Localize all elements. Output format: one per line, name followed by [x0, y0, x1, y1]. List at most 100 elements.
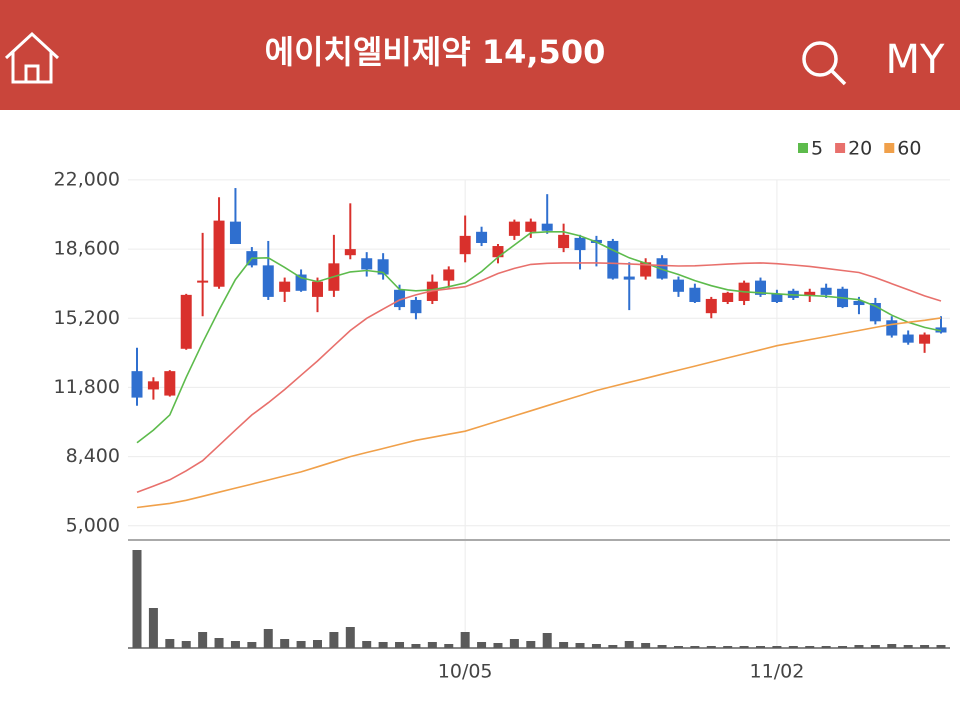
volume-bar: [723, 646, 733, 648]
candle-body: [229, 221, 241, 245]
candle-body: [361, 258, 373, 270]
volume-bar: [444, 644, 454, 648]
candle-body: [279, 281, 291, 292]
y-tick-label: 8,400: [66, 445, 120, 467]
volume-bar: [641, 643, 651, 648]
my-button[interactable]: MY: [886, 37, 946, 83]
candle-body: [656, 258, 668, 279]
volume-bar: [526, 641, 536, 648]
candle-body: [476, 231, 488, 243]
candle-body: [344, 249, 356, 256]
volume-bar: [477, 642, 487, 648]
candle-body: [574, 237, 586, 251]
volume-bar: [263, 629, 273, 648]
y-tick-label: 22,000: [54, 168, 120, 190]
moving-average-line: [136, 262, 942, 493]
volume-bar: [493, 643, 503, 648]
candle-body: [311, 281, 323, 297]
volume-bar: [756, 646, 766, 648]
candle-body: [262, 265, 274, 297]
candle-body: [672, 279, 684, 292]
legend-label: 5: [811, 138, 823, 160]
volume-bar: [690, 646, 700, 648]
candle-body: [525, 221, 537, 232]
volume-bar: [887, 644, 897, 648]
moving-average-line: [136, 317, 942, 509]
candle-body: [197, 280, 209, 283]
candle-body: [459, 235, 471, 255]
candle-body: [295, 274, 307, 291]
y-tick-label: 15,200: [54, 307, 120, 329]
volume-bar: [608, 645, 618, 648]
candle-body: [919, 334, 931, 344]
x-tick-label: 10/05: [438, 661, 493, 683]
legend-swatch: [835, 143, 846, 153]
volume-bar: [280, 639, 290, 648]
candle-body: [771, 293, 783, 302]
volume-bar: [411, 644, 421, 648]
volume-bar: [821, 646, 831, 648]
volume-bar: [624, 641, 634, 648]
legend-label: 20: [848, 138, 872, 160]
volume-bar: [706, 646, 716, 648]
candle-body: [492, 246, 504, 258]
candle-body: [640, 262, 652, 277]
candle-body: [147, 381, 159, 390]
volume-bar: [329, 632, 339, 648]
volume-bar: [854, 645, 864, 648]
volume-bar: [673, 646, 683, 648]
legend-label: 60: [897, 138, 921, 160]
header-bar: [0, 0, 960, 110]
search-icon: [802, 41, 838, 77]
moving-average-line: [136, 231, 942, 444]
volume-bar: [575, 643, 585, 648]
candle-body: [508, 221, 520, 236]
volume-bar: [936, 645, 946, 648]
volume-bar: [181, 641, 191, 648]
candle-body: [902, 334, 914, 343]
x-tick-label: 11/02: [750, 661, 805, 683]
volume-bar: [903, 645, 913, 648]
candle-body: [131, 371, 143, 398]
header-title: 에이치엘비제약 14,500: [265, 33, 606, 71]
candle-body: [558, 234, 570, 249]
candle-body: [886, 320, 898, 336]
volume-bar: [559, 642, 569, 648]
volume-bar: [788, 646, 798, 648]
y-tick-label: 11,800: [54, 376, 120, 398]
volume-bar: [542, 633, 552, 648]
candle-body: [180, 294, 192, 349]
candle-body: [853, 300, 865, 306]
candle-body: [443, 269, 455, 281]
volume-bar: [148, 608, 158, 648]
candle-body: [410, 299, 422, 314]
candle-body: [935, 327, 947, 333]
candle-body: [755, 280, 767, 295]
home-button[interactable]: [4, 31, 60, 84]
volume-bar: [591, 644, 601, 648]
volume-bar: [198, 632, 208, 648]
candle-body: [705, 298, 717, 314]
search-button[interactable]: [802, 41, 847, 86]
volume-bar: [838, 646, 848, 648]
volume-bar: [805, 646, 815, 648]
volume-bar: [739, 646, 749, 648]
volume-bar: [362, 641, 372, 648]
volume-bar: [230, 641, 240, 648]
volume-bar: [165, 639, 175, 648]
candle-body: [377, 259, 389, 275]
volume-bar: [427, 642, 437, 648]
candle-body: [164, 371, 176, 396]
volume-bar: [395, 642, 405, 648]
volume-bar: [920, 645, 930, 648]
volume-bar: [870, 645, 880, 648]
y-tick-label: 5,000: [66, 514, 120, 536]
volume-bar: [312, 640, 322, 648]
candle-body: [394, 289, 406, 308]
volume-bar: [214, 638, 224, 648]
y-tick-label: 18,600: [54, 238, 120, 260]
volume-bar: [132, 550, 142, 648]
volume-bar: [657, 645, 667, 648]
candle-body: [804, 291, 816, 296]
home-icon: [4, 31, 60, 84]
